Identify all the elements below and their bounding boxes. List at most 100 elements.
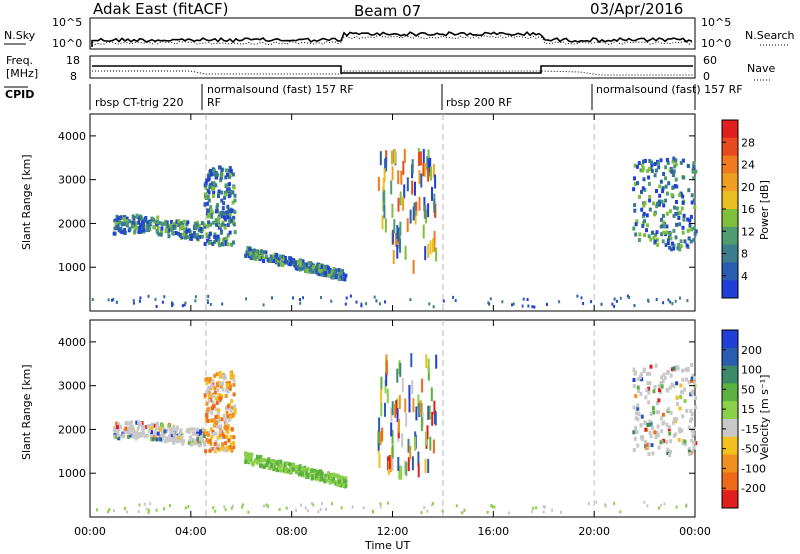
velocity-cell bbox=[633, 436, 637, 441]
power-cell bbox=[140, 229, 143, 234]
power-cell bbox=[201, 234, 204, 239]
power-cell bbox=[137, 230, 141, 234]
power-cell bbox=[217, 216, 221, 221]
power-cell bbox=[686, 163, 690, 168]
noise-tick-bottom-right: 10^0 bbox=[701, 37, 731, 50]
power-cell bbox=[217, 240, 221, 245]
power-cell bbox=[221, 222, 225, 227]
power-cell bbox=[217, 237, 221, 242]
velocity-cell bbox=[150, 422, 154, 427]
power-cell bbox=[226, 210, 230, 215]
power-cell bbox=[217, 225, 221, 230]
velocity-ground-cell bbox=[493, 505, 496, 509]
power-cell bbox=[433, 230, 436, 245]
power-cell bbox=[145, 228, 149, 233]
velocity-cell bbox=[327, 471, 330, 476]
power-cell bbox=[164, 221, 168, 226]
velocity-cell bbox=[380, 376, 383, 391]
power-cell bbox=[224, 183, 228, 188]
velocity-ground-cell bbox=[613, 501, 616, 505]
velocity-cell bbox=[320, 471, 324, 476]
velocity-cell bbox=[690, 376, 694, 381]
velocity-ground-cell bbox=[184, 506, 187, 510]
power-cell bbox=[209, 168, 213, 173]
power-cell bbox=[651, 230, 654, 235]
power-cell bbox=[382, 197, 385, 212]
velocity-ground-cell bbox=[295, 508, 298, 512]
power-ground-cell bbox=[522, 297, 525, 301]
x-tick-label: 16:00 bbox=[477, 525, 509, 538]
vel-cbar-swatch bbox=[722, 419, 738, 438]
power-ground-cell bbox=[527, 304, 530, 308]
velocity-cell bbox=[178, 433, 181, 438]
velocity-cell bbox=[337, 477, 340, 482]
velocity-cell bbox=[306, 467, 310, 472]
velocity-cell bbox=[214, 407, 218, 412]
power-ground-cell bbox=[206, 299, 209, 303]
velocity-cell bbox=[341, 483, 345, 488]
power-cell bbox=[137, 220, 141, 225]
velocity-cell bbox=[647, 400, 651, 405]
velocity-cell bbox=[415, 406, 418, 421]
velocity-cell bbox=[398, 395, 401, 409]
velocity-cell bbox=[430, 387, 433, 402]
power-cell bbox=[223, 217, 227, 222]
power-cell bbox=[396, 225, 399, 239]
power-cell bbox=[424, 246, 427, 261]
velocity-cell bbox=[155, 422, 159, 427]
power-cell bbox=[114, 221, 118, 226]
power-cell bbox=[656, 201, 659, 206]
power-cell bbox=[177, 231, 180, 236]
power-cell bbox=[318, 268, 322, 273]
velocity-cell bbox=[657, 410, 661, 415]
velocity-cell bbox=[203, 442, 207, 447]
power-cell bbox=[672, 156, 676, 161]
velocity-cell bbox=[187, 428, 191, 433]
power-ground-cell bbox=[452, 295, 455, 299]
power-cell bbox=[220, 198, 224, 203]
velocity-cell bbox=[150, 430, 153, 435]
power-ground-cell bbox=[442, 299, 445, 303]
velocity-cell bbox=[690, 412, 694, 417]
power-cell bbox=[682, 175, 686, 180]
velocity-cell bbox=[216, 443, 220, 448]
velocity-cell bbox=[279, 468, 283, 473]
velocity-cell bbox=[226, 447, 230, 452]
velocity-cell bbox=[229, 415, 233, 420]
velocity-cell bbox=[257, 457, 261, 462]
power-cell bbox=[275, 257, 279, 262]
velocity-cell bbox=[678, 427, 681, 432]
x-axis-label: Time UT bbox=[364, 539, 410, 552]
velocity-cell bbox=[251, 462, 255, 467]
power-cell bbox=[643, 219, 646, 224]
velocity-cell bbox=[205, 438, 209, 442]
power-cell bbox=[167, 234, 171, 239]
power-ground-cell bbox=[375, 299, 378, 303]
power-ground-cell bbox=[91, 298, 94, 302]
power-ground-cell bbox=[590, 300, 593, 304]
velocity-cell bbox=[680, 428, 684, 433]
power-cell bbox=[672, 228, 676, 233]
velocity-cell bbox=[217, 415, 221, 420]
power-cbar-swatch bbox=[722, 262, 738, 281]
velocity-cell bbox=[124, 421, 128, 426]
power-cell bbox=[226, 172, 230, 177]
velocity-cell bbox=[208, 376, 212, 381]
power-cell bbox=[637, 161, 641, 166]
velocity-cell bbox=[228, 380, 232, 385]
power-cbar-swatch bbox=[722, 191, 738, 210]
power-cell bbox=[688, 223, 692, 228]
power-cell bbox=[226, 223, 230, 227]
velocity-cell bbox=[170, 427, 174, 432]
velocity-cell bbox=[225, 434, 229, 439]
velocity-cell bbox=[227, 438, 231, 443]
velocity-ground-cell bbox=[455, 504, 458, 508]
velocity-cell bbox=[640, 414, 644, 419]
velocity-cell bbox=[691, 433, 695, 438]
velocity-cell bbox=[659, 416, 663, 421]
power-cell bbox=[277, 262, 281, 267]
power-cell bbox=[665, 191, 669, 196]
power-cell bbox=[148, 226, 152, 231]
velocity-cell bbox=[224, 394, 228, 398]
power-cell bbox=[179, 233, 183, 237]
